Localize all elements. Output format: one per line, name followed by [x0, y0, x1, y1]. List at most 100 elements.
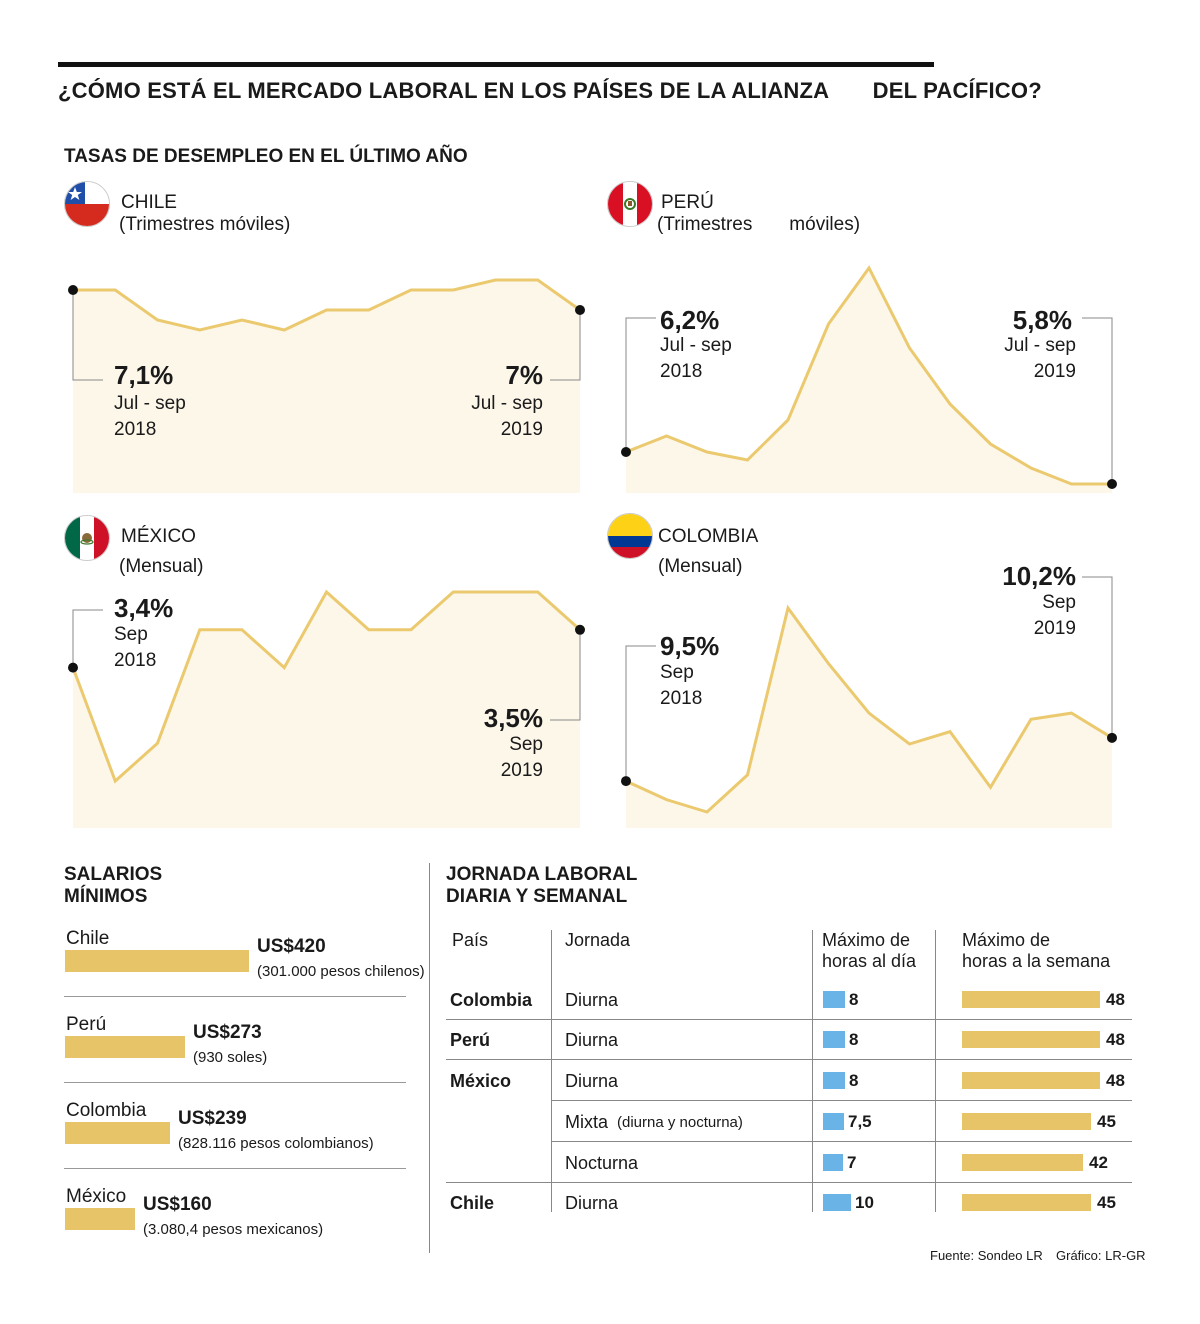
mexico-chart: [68, 589, 585, 828]
salary-country: México: [66, 1186, 127, 1207]
day-bar: [823, 1194, 851, 1211]
salary-bar: [65, 1122, 170, 1144]
row-shift: Diurna: [565, 1071, 619, 1091]
day-value: 7: [847, 1153, 857, 1172]
peru-subtitle: (Trimestres móviles): [657, 214, 861, 235]
day-value: 8: [849, 1071, 859, 1090]
main-title: ¿CÓMO ESTÁ EL MERCADO LABORAL EN LOS PAÍ…: [58, 78, 1042, 103]
area-fill: [626, 268, 1112, 493]
start-leader: [72, 609, 103, 668]
salary-bar: [65, 950, 249, 972]
footer-credit: Gráfico: LR-GR: [1056, 1248, 1146, 1263]
peru-end-year: 2019: [1033, 361, 1076, 382]
chile-chart: [68, 278, 585, 493]
row-shift: Nocturna: [565, 1153, 639, 1173]
peru-title: PERÚ: [661, 192, 714, 213]
table-row-rule: [551, 1141, 1132, 1142]
mexico-flag-icon: [64, 515, 110, 561]
end-leader: [550, 629, 581, 721]
chile-start-period: Jul - sep: [114, 393, 186, 414]
peru-flag-icon: [607, 181, 653, 227]
peru-start-value: 6,2%: [660, 305, 720, 335]
mexico-start-year: 2018: [114, 650, 157, 671]
chile-flag-icon: [64, 181, 110, 227]
series-line: [71, 589, 582, 784]
row-shift: Diurna: [565, 1193, 619, 1213]
day-bar: [823, 991, 845, 1008]
col-week-2: horas a la semana: [962, 951, 1111, 971]
row-shift: Diurna: [565, 990, 619, 1010]
series-line: [625, 604, 1113, 814]
salary-country: Colombia: [66, 1100, 147, 1121]
salary-note: (828.116 pesos colombianos): [178, 1135, 374, 1152]
salary-divider: [64, 996, 406, 997]
day-value: 7,5: [848, 1112, 872, 1131]
week-value: 42: [1089, 1153, 1108, 1172]
area-fill: [626, 608, 1112, 828]
chile-title: CHILE: [121, 192, 177, 213]
week-bar: [962, 1072, 1100, 1089]
colombia-chart: [621, 576, 1117, 828]
salary-country: Perú: [66, 1014, 107, 1035]
week-value: 45: [1097, 1193, 1116, 1212]
row-country: Perú: [450, 1030, 491, 1050]
colombia-end-value: 10,2%: [1002, 561, 1076, 591]
salary-divider: [64, 1168, 406, 1169]
end-point: [1107, 732, 1117, 743]
table-row-rule: [551, 1100, 1132, 1101]
col-week-1: Máximo de: [962, 930, 1051, 950]
area-fill: [73, 280, 580, 493]
table-vline-3: [935, 930, 936, 1212]
start-leader: [625, 645, 656, 782]
end-point: [575, 624, 585, 635]
row-country: Colombia: [450, 990, 533, 1010]
salary-note: (3.080,4 pesos mexicanos): [143, 1221, 324, 1238]
hours-title-2: DIARIA Y SEMANAL: [446, 886, 628, 907]
week-value: 48: [1106, 1071, 1125, 1090]
colombia-subtitle: (Mensual): [658, 556, 743, 577]
colombia-start-period: Sep: [660, 662, 694, 683]
day-bar: [823, 1072, 845, 1089]
col-shift: Jornada: [565, 930, 631, 950]
end-leader: [1082, 576, 1113, 738]
colombia-start-year: 2018: [660, 688, 703, 709]
table-vline-1: [551, 930, 552, 1212]
start-point: [68, 662, 78, 673]
colombia-end-year: 2019: [1033, 618, 1076, 639]
salary-country: Chile: [66, 928, 110, 949]
day-bar: [823, 1031, 845, 1048]
salary-divider: [64, 1082, 406, 1083]
week-value: 48: [1106, 1030, 1125, 1049]
table-row-rule: [446, 1182, 1132, 1183]
day-bar: [823, 1154, 843, 1171]
peru-end-period: Jul - sep: [1004, 335, 1076, 356]
row-shift: Diurna: [565, 1030, 619, 1050]
colombia-end-period: Sep: [1042, 592, 1076, 613]
peru-end-value: 5,8%: [1012, 305, 1072, 335]
series-line: [73, 278, 581, 332]
col-day-2: horas al día: [822, 951, 917, 971]
series-line: [625, 265, 1112, 486]
salary-amount: US$239: [178, 1108, 247, 1129]
day-value: 8: [849, 990, 859, 1009]
unemployment-charts: [68, 265, 1117, 828]
salary-amount: US$273: [193, 1022, 262, 1043]
salary-amount: US$420: [257, 936, 326, 957]
week-bar: [962, 1154, 1083, 1171]
end-point: [575, 305, 585, 315]
salary-amount: US$160: [143, 1194, 212, 1215]
mexico-end-period: Sep: [509, 734, 543, 755]
mexico-subtitle: (Mensual): [119, 556, 204, 577]
mexico-start-value: 3,4%: [114, 593, 174, 623]
day-value: 8: [849, 1030, 859, 1049]
chile-start-value: 7,1%: [114, 360, 174, 390]
mexico-title: MÉXICO: [121, 526, 196, 547]
mexico-end-year: 2019: [500, 760, 543, 781]
start-point: [621, 447, 631, 457]
hours-title-1: JORNADA LABORAL: [446, 864, 638, 885]
salary-bar: [65, 1036, 185, 1058]
row-shift-note: (diurna y nocturna): [617, 1114, 743, 1131]
end-leader: [550, 310, 581, 381]
salary-title-2: MÍNIMOS: [64, 886, 148, 907]
col-country: País: [452, 930, 489, 950]
